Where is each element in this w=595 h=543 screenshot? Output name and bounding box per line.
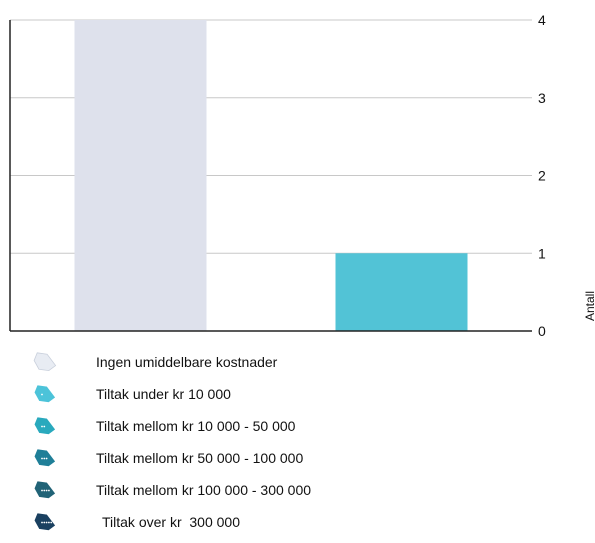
y-tick-label: 3 [538, 90, 546, 106]
tag-mark [45, 521, 48, 524]
tag-mark [43, 489, 46, 492]
tag-mark [41, 521, 43, 524]
tag-mark [45, 457, 48, 460]
legend-label: Tiltak over kr 300 000 [102, 514, 240, 530]
tag-shape [33, 480, 57, 500]
tag-mark [43, 425, 46, 428]
tag-mark [41, 425, 43, 428]
tag-mark [43, 457, 46, 460]
tag-mark [48, 489, 50, 492]
tag-3-icon [33, 448, 57, 468]
tag-1-icon [33, 384, 57, 404]
y-tick-label: 1 [538, 245, 546, 261]
bar-chart: 0 1 2 3 4 Antall [9, 12, 595, 339]
tag-mark [41, 457, 43, 460]
tag-mark [48, 521, 50, 524]
legend-label: Tiltak mellom kr 50 000 - 100 000 [96, 450, 304, 466]
legend-label: Tiltak mellom kr 100 000 - 300 000 [96, 482, 312, 498]
legend-item: Tiltak mellom kr 50 000 - 100 000 [30, 444, 570, 476]
tag-mark [41, 489, 43, 492]
legend-item: Tiltak mellom kr 10 000 - 50 000 [30, 412, 570, 444]
tag-mark [50, 521, 53, 524]
tag-shape [33, 448, 57, 468]
tag-shape [33, 352, 57, 372]
tag-shape [33, 416, 57, 436]
y-tick-label: 0 [538, 323, 546, 339]
tag-shape [33, 512, 57, 532]
tag-mark [43, 521, 46, 524]
legend-item: Tiltak mellom kr 100 000 - 300 000 [30, 476, 570, 508]
legend: Ingen umiddelbare kostnader Tiltak under… [30, 348, 570, 540]
legend-item: Tiltak over kr 300 000 [30, 508, 570, 540]
tag-4-icon [33, 480, 57, 500]
legend-label: Tiltak under kr 10 000 [96, 386, 231, 402]
y-tick-label: 4 [538, 12, 546, 28]
bar [74, 20, 207, 331]
bar [335, 253, 468, 331]
tag-shape [33, 384, 57, 404]
y-tick-labels: 0 1 2 3 4 [538, 12, 546, 339]
legend-label: Ingen umiddelbare kostnader [96, 354, 278, 370]
tag-mark [41, 393, 43, 396]
legend-item: Tiltak under kr 10 000 [30, 380, 570, 412]
legend-item: Ingen umiddelbare kostnader [30, 348, 570, 380]
tag-5-icon [33, 512, 57, 532]
legend-label: Tiltak mellom kr 10 000 - 50 000 [96, 418, 296, 434]
y-tick-label: 2 [538, 168, 546, 184]
bars [74, 20, 468, 331]
y-axis-title: Antall [583, 291, 595, 321]
tag-2-icon [33, 416, 57, 436]
tag-empty-icon [33, 352, 57, 372]
tag-mark [45, 489, 48, 492]
